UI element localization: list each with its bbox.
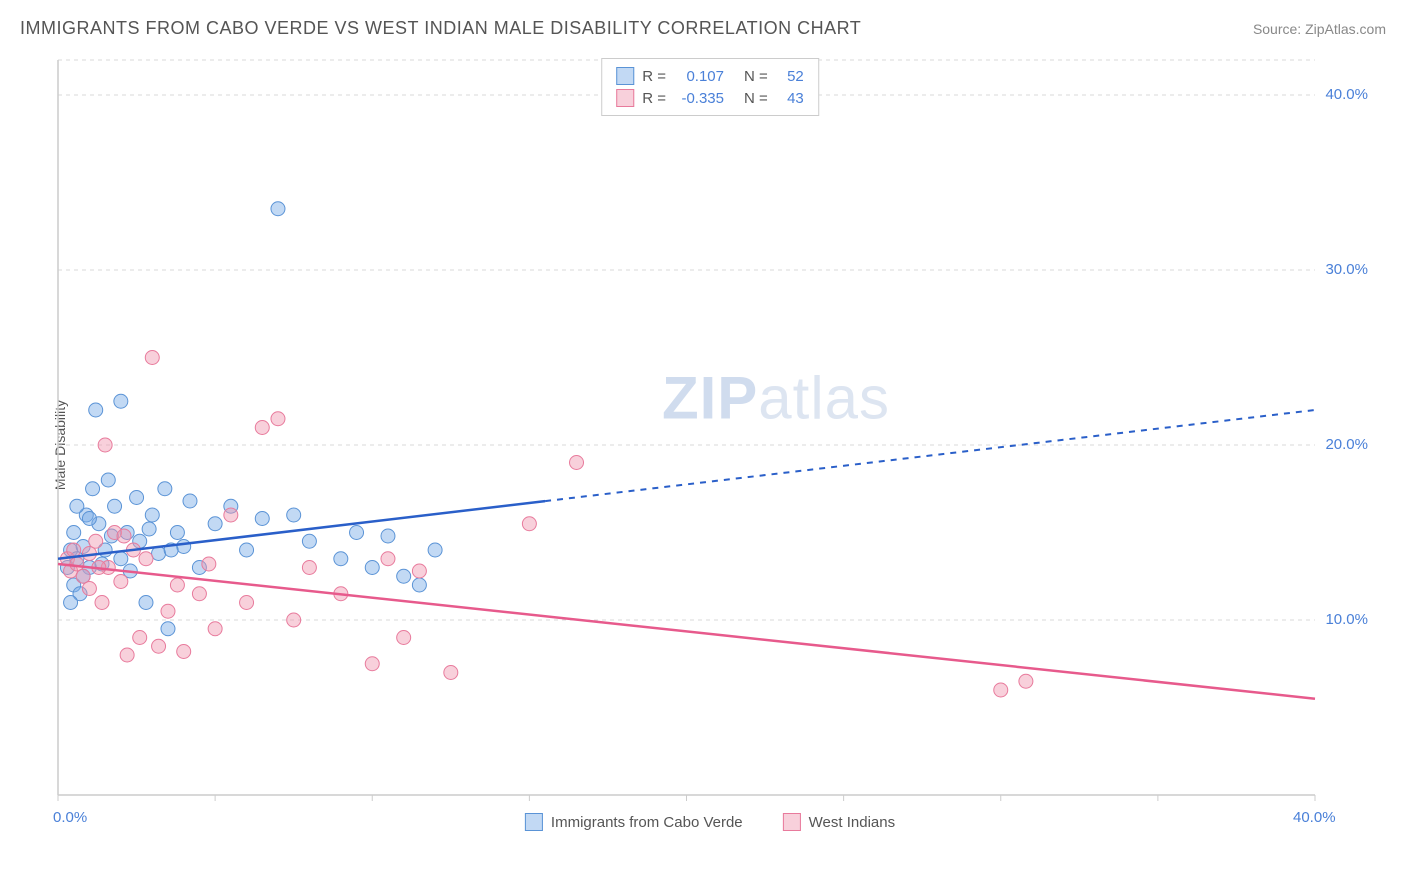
data-point <box>170 526 184 540</box>
data-point <box>86 482 100 496</box>
data-point <box>117 529 131 543</box>
stat-r-label: R = <box>642 90 666 107</box>
legend-swatch <box>616 67 634 85</box>
stats-row: R = -0.335 N = 43 <box>616 87 804 109</box>
stat-n-label: N = <box>744 68 768 85</box>
data-point <box>994 683 1008 697</box>
data-point <box>255 421 269 435</box>
data-point <box>208 517 222 531</box>
data-point <box>114 552 128 566</box>
stat-n-value: 52 <box>776 68 804 85</box>
stats-row: R = 0.107 N = 52 <box>616 65 804 87</box>
data-point <box>145 508 159 522</box>
data-point <box>302 561 316 575</box>
data-point <box>255 512 269 526</box>
data-point <box>522 517 536 531</box>
stat-r-label: R = <box>642 68 666 85</box>
data-point <box>130 491 144 505</box>
data-point <box>365 657 379 671</box>
stats-legend-box: R = 0.107 N = 52 R = -0.335 N = 43 <box>601 58 819 116</box>
data-point <box>142 522 156 536</box>
data-point <box>240 596 254 610</box>
data-point <box>82 512 96 526</box>
x-tick-label: 0.0% <box>53 809 87 826</box>
stat-n-label: N = <box>744 90 768 107</box>
data-point <box>192 587 206 601</box>
data-point <box>570 456 584 470</box>
data-point <box>350 526 364 540</box>
data-point <box>139 596 153 610</box>
data-point <box>177 645 191 659</box>
legend-item: West Indians <box>783 813 895 831</box>
data-point <box>82 582 96 596</box>
legend-swatch <box>525 813 543 831</box>
data-point <box>444 666 458 680</box>
data-point <box>108 499 122 513</box>
data-point <box>202 557 216 571</box>
data-point <box>271 412 285 426</box>
data-point <box>133 631 147 645</box>
data-point <box>170 578 184 592</box>
data-point <box>89 534 103 548</box>
y-tick-label: 10.0% <box>1325 611 1368 628</box>
data-point <box>177 540 191 554</box>
data-point <box>101 473 115 487</box>
data-point <box>381 529 395 543</box>
chart-title: IMMIGRANTS FROM CABO VERDE VS WEST INDIA… <box>20 18 861 39</box>
data-point <box>158 482 172 496</box>
x-tick-label: 40.0% <box>1293 809 1336 826</box>
series-legend: Immigrants from Cabo Verde West Indians <box>525 813 895 831</box>
legend-swatch <box>783 813 801 831</box>
data-point <box>89 403 103 417</box>
trend-line-ext <box>545 410 1315 501</box>
legend-swatch <box>616 89 634 107</box>
data-point <box>412 564 426 578</box>
data-point <box>114 575 128 589</box>
data-point <box>161 604 175 618</box>
legend-label: West Indians <box>809 814 895 831</box>
data-point <box>412 578 426 592</box>
data-point <box>397 631 411 645</box>
data-point <box>365 561 379 575</box>
data-point <box>240 543 254 557</box>
data-point <box>428 543 442 557</box>
data-point <box>183 494 197 508</box>
data-point <box>161 622 175 636</box>
y-tick-label: 40.0% <box>1325 86 1368 103</box>
chart-area: Male Disability ZIPatlas R =0.107N =52R … <box>50 55 1370 835</box>
data-point <box>287 508 301 522</box>
trend-line <box>58 564 1315 699</box>
data-point <box>145 351 159 365</box>
data-point <box>224 508 238 522</box>
scatter-plot <box>50 55 1370 835</box>
data-point <box>208 622 222 636</box>
data-point <box>381 552 395 566</box>
data-point <box>67 543 81 557</box>
data-point <box>1019 674 1033 688</box>
y-tick-label: 20.0% <box>1325 436 1368 453</box>
stat-r-value: 0.107 <box>674 68 724 85</box>
data-point <box>139 552 153 566</box>
data-point <box>334 552 348 566</box>
data-point <box>70 499 84 513</box>
data-point <box>271 202 285 216</box>
data-point <box>120 648 134 662</box>
stat-r-value: -0.335 <box>674 90 724 107</box>
data-point <box>114 394 128 408</box>
legend-item: Immigrants from Cabo Verde <box>525 813 743 831</box>
data-point <box>95 596 109 610</box>
legend-label: Immigrants from Cabo Verde <box>551 814 743 831</box>
data-point <box>64 596 78 610</box>
data-point <box>98 438 112 452</box>
data-point <box>397 569 411 583</box>
stat-n-value: 43 <box>776 90 804 107</box>
data-point <box>152 639 166 653</box>
data-point <box>67 526 81 540</box>
y-tick-label: 30.0% <box>1325 261 1368 278</box>
source-label: Source: ZipAtlas.com <box>1253 21 1386 37</box>
data-point <box>287 613 301 627</box>
data-point <box>302 534 316 548</box>
